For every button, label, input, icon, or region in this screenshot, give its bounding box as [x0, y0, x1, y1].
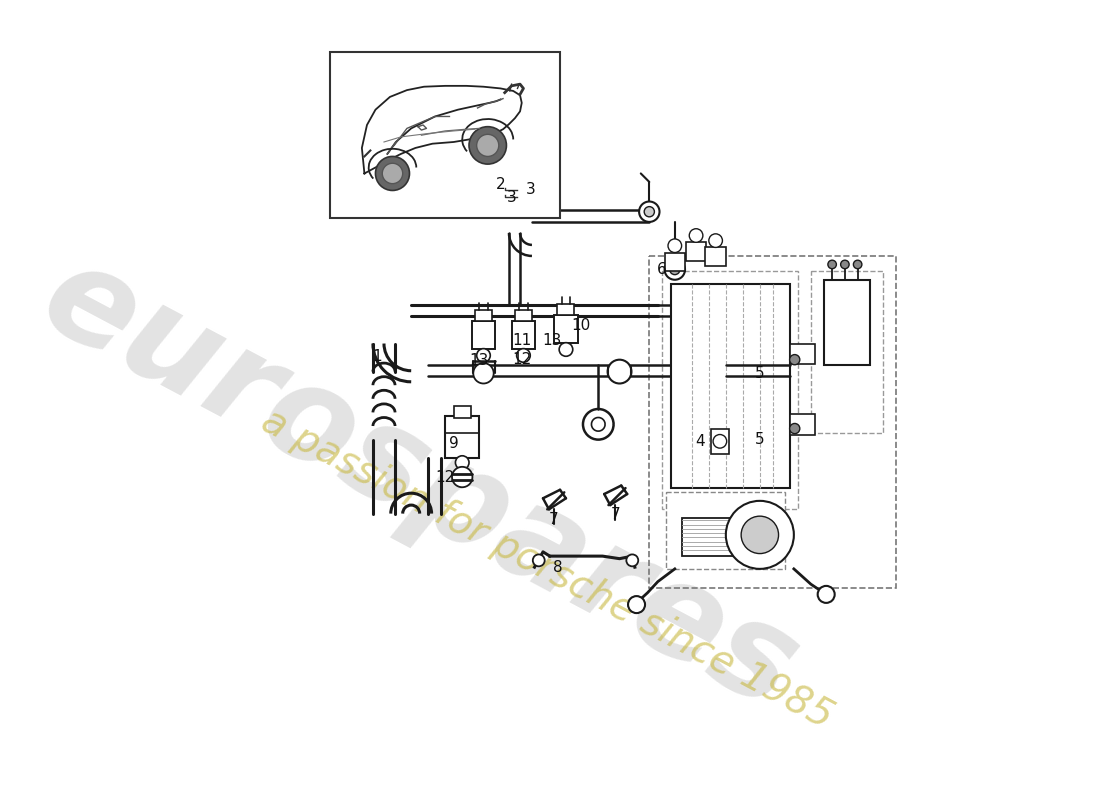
Text: 2: 2 [496, 177, 505, 192]
Text: 4: 4 [695, 434, 705, 449]
Circle shape [790, 354, 800, 365]
Circle shape [708, 234, 723, 247]
Text: 1: 1 [373, 349, 382, 364]
Circle shape [817, 586, 835, 603]
Text: 7: 7 [610, 507, 620, 522]
Circle shape [607, 360, 631, 383]
Text: 6: 6 [657, 262, 667, 277]
Circle shape [664, 259, 685, 280]
Circle shape [559, 342, 573, 356]
Circle shape [840, 260, 849, 269]
Circle shape [476, 134, 498, 157]
Bar [475, 310, 492, 322]
Bar [682, 518, 733, 556]
Bar [824, 280, 870, 365]
Circle shape [741, 516, 779, 554]
Bar [671, 284, 790, 488]
Text: 12: 12 [436, 470, 454, 485]
Bar [711, 429, 729, 454]
Circle shape [532, 554, 544, 566]
Text: 11: 11 [513, 334, 531, 349]
Bar [330, 52, 560, 218]
Circle shape [383, 163, 403, 184]
Bar [686, 242, 706, 261]
Circle shape [790, 423, 800, 434]
Circle shape [469, 126, 506, 164]
Circle shape [476, 349, 491, 362]
Circle shape [455, 456, 469, 470]
Text: 3: 3 [526, 182, 535, 197]
Bar [664, 253, 685, 271]
Bar [662, 271, 799, 510]
Text: 13: 13 [542, 334, 561, 349]
Text: 3: 3 [507, 190, 516, 205]
Text: 5: 5 [755, 366, 764, 381]
Bar [811, 271, 883, 433]
Text: eurospares: eurospares [21, 232, 818, 736]
Circle shape [375, 157, 409, 190]
Circle shape [726, 501, 794, 569]
Text: 13: 13 [470, 353, 488, 368]
Text: 7: 7 [549, 512, 559, 527]
Bar [790, 343, 815, 364]
Bar [515, 310, 532, 322]
Bar [446, 416, 480, 458]
Bar [453, 406, 471, 418]
Circle shape [626, 554, 638, 566]
Text: 10: 10 [572, 318, 591, 333]
Circle shape [473, 363, 494, 383]
Text: 9: 9 [449, 435, 459, 450]
Text: 5: 5 [755, 432, 764, 447]
Circle shape [828, 260, 836, 269]
Circle shape [713, 434, 727, 448]
Circle shape [854, 260, 862, 269]
Circle shape [639, 202, 660, 222]
Circle shape [628, 596, 645, 613]
Circle shape [645, 206, 654, 217]
Bar [649, 256, 895, 587]
Bar [558, 303, 574, 315]
Circle shape [452, 467, 472, 487]
Bar [667, 492, 785, 569]
Bar [554, 315, 578, 342]
Circle shape [517, 349, 530, 362]
Bar [472, 322, 495, 349]
Text: 8: 8 [552, 560, 562, 574]
Circle shape [690, 229, 703, 242]
Circle shape [668, 239, 682, 253]
Bar [790, 414, 815, 434]
Bar [705, 247, 726, 266]
Circle shape [670, 265, 680, 274]
Text: a passion for porsche since 1985: a passion for porsche since 1985 [255, 402, 839, 736]
Text: 12: 12 [513, 352, 531, 367]
Bar [512, 322, 536, 349]
